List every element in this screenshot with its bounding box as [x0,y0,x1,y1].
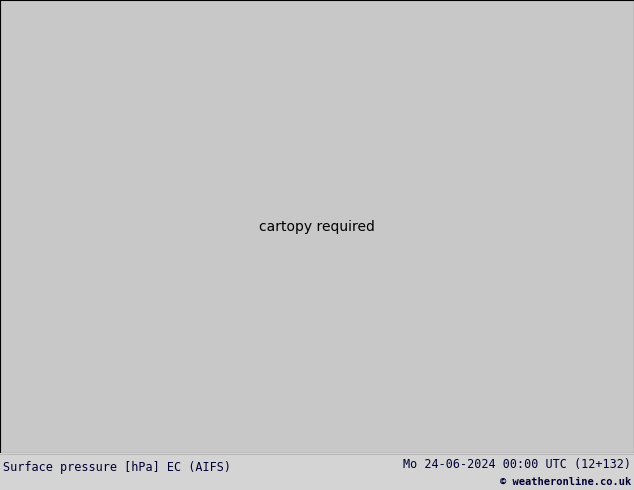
Text: cartopy required: cartopy required [259,220,375,234]
Text: © weatheronline.co.uk: © weatheronline.co.uk [500,477,631,487]
Text: Mo 24-06-2024 00:00 UTC (12+132): Mo 24-06-2024 00:00 UTC (12+132) [403,458,631,471]
Text: Surface pressure [hPa] EC (AIFS): Surface pressure [hPa] EC (AIFS) [3,462,231,474]
